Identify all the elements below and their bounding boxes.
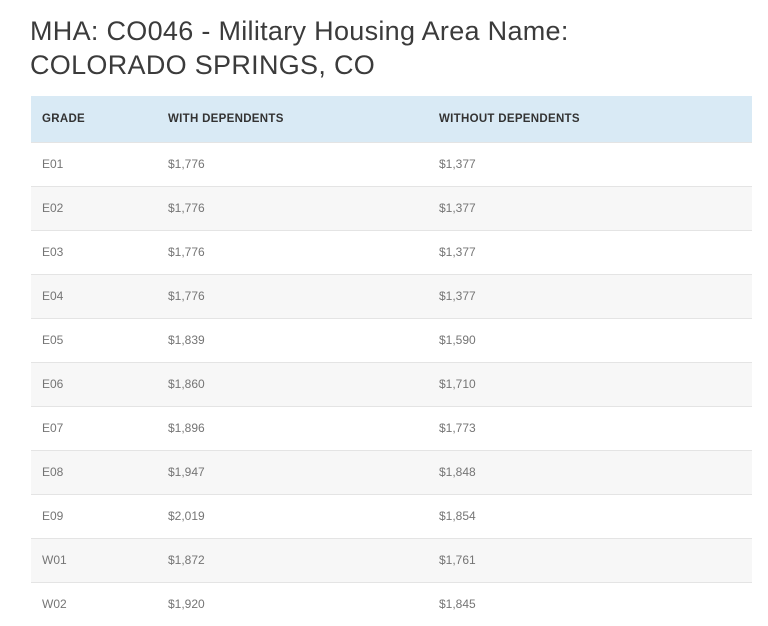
without-dependents-cell: $1,377 bbox=[439, 289, 476, 303]
without-dependents-cell: $1,377 bbox=[439, 201, 476, 215]
table-body: E01 $1,776 $1,377 E02 $1,776 $1,377 E03 $1,776 $… bbox=[31, 142, 752, 626]
table-row: E01 $1,776 $1,377 bbox=[31, 142, 752, 186]
column-header-without-dependents: WITHOUT DEPENDENTS bbox=[428, 96, 752, 142]
table-row: E08 $1,947 $1,848 bbox=[31, 450, 752, 494]
column-header-with-dependents: WITH DEPENDENTS bbox=[157, 96, 428, 142]
without-dependents-cell: $1,773 bbox=[439, 421, 476, 435]
with-dependents-cell: $2,019 bbox=[168, 509, 205, 523]
without-dependents-cell: $1,845 bbox=[439, 597, 476, 612]
without-dependents-cell: $1,848 bbox=[439, 465, 476, 479]
page-title: MHA: CO046 - Military Housing Area Name:… bbox=[30, 16, 569, 80]
grade-cell: E05 bbox=[42, 333, 64, 347]
without-dependents-cell: $1,377 bbox=[439, 157, 476, 171]
grade-cell: E02 bbox=[42, 201, 64, 215]
with-dependents-cell: $1,872 bbox=[168, 553, 205, 567]
with-dependents-cell: $1,776 bbox=[168, 289, 205, 303]
with-dependents-cell: $1,896 bbox=[168, 421, 205, 435]
grade-cell: E07 bbox=[42, 421, 64, 435]
grade-cell: E04 bbox=[42, 289, 64, 303]
table-header-row: GRADE WITH DEPENDENTS WITHOUT DEPENDENTS bbox=[31, 96, 752, 142]
with-dependents-cell: $1,839 bbox=[168, 333, 205, 347]
table-row: E03 $1,776 $1,377 bbox=[31, 230, 752, 274]
with-dependents-cell: $1,947 bbox=[168, 465, 205, 479]
without-dependents-cell: $1,710 bbox=[439, 377, 476, 391]
with-dependents-cell: $1,776 bbox=[168, 201, 205, 215]
table-row: E07 $1,896 $1,773 bbox=[31, 406, 752, 450]
table-row: E09 $2,019 $1,854 bbox=[31, 494, 752, 538]
column-header-grade: GRADE bbox=[31, 96, 157, 142]
without-dependents-cell: $1,590 bbox=[439, 333, 476, 347]
without-dependents-cell: $1,854 bbox=[439, 509, 476, 523]
with-dependents-cell: $1,776 bbox=[168, 157, 205, 171]
grade-cell: E09 bbox=[42, 509, 64, 523]
table-row: E05 $1,839 $1,590 bbox=[31, 318, 752, 362]
without-dependents-cell: $1,377 bbox=[439, 245, 476, 259]
grade-cell: W02 bbox=[42, 597, 67, 612]
grade-cell: E08 bbox=[42, 465, 64, 479]
table-row: E02 $1,776 $1,377 bbox=[31, 186, 752, 230]
table-row: W01 $1,872 $1,761 bbox=[31, 538, 752, 582]
with-dependents-cell: $1,860 bbox=[168, 377, 205, 391]
grade-cell: E01 bbox=[42, 157, 64, 171]
table-row: E06 $1,860 $1,710 bbox=[31, 362, 752, 406]
with-dependents-cell: $1,920 bbox=[168, 597, 205, 612]
grade-cell: E03 bbox=[42, 245, 64, 259]
bah-rates-table: GRADE WITH DEPENDENTS WITHOUT DEPENDENTS… bbox=[31, 96, 752, 626]
table-row: W02 $1,920 $1,845 bbox=[31, 582, 752, 626]
grade-cell: W01 bbox=[42, 553, 67, 567]
grade-cell: E06 bbox=[42, 377, 64, 391]
with-dependents-cell: $1,776 bbox=[168, 245, 205, 259]
without-dependents-cell: $1,761 bbox=[439, 553, 476, 567]
table-row: E04 $1,776 $1,377 bbox=[31, 274, 752, 318]
